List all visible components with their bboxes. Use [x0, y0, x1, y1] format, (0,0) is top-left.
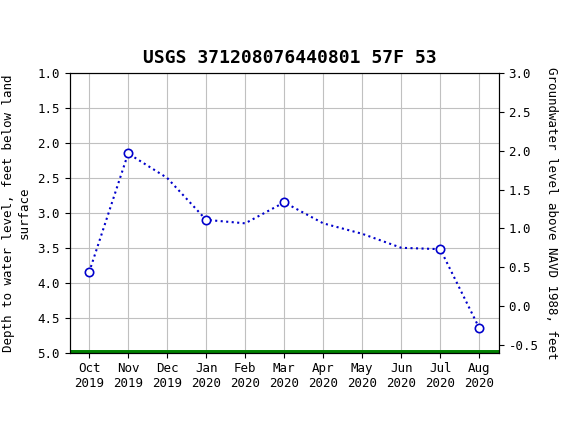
Text: ▒USGS: ▒USGS — [6, 15, 64, 37]
Y-axis label: Depth to water level, feet below land
surface: Depth to water level, feet below land su… — [2, 74, 30, 352]
Y-axis label: Groundwater level above NAVD 1988, feet: Groundwater level above NAVD 1988, feet — [545, 67, 559, 359]
Text: USGS 371208076440801 57F 53: USGS 371208076440801 57F 53 — [143, 49, 437, 67]
